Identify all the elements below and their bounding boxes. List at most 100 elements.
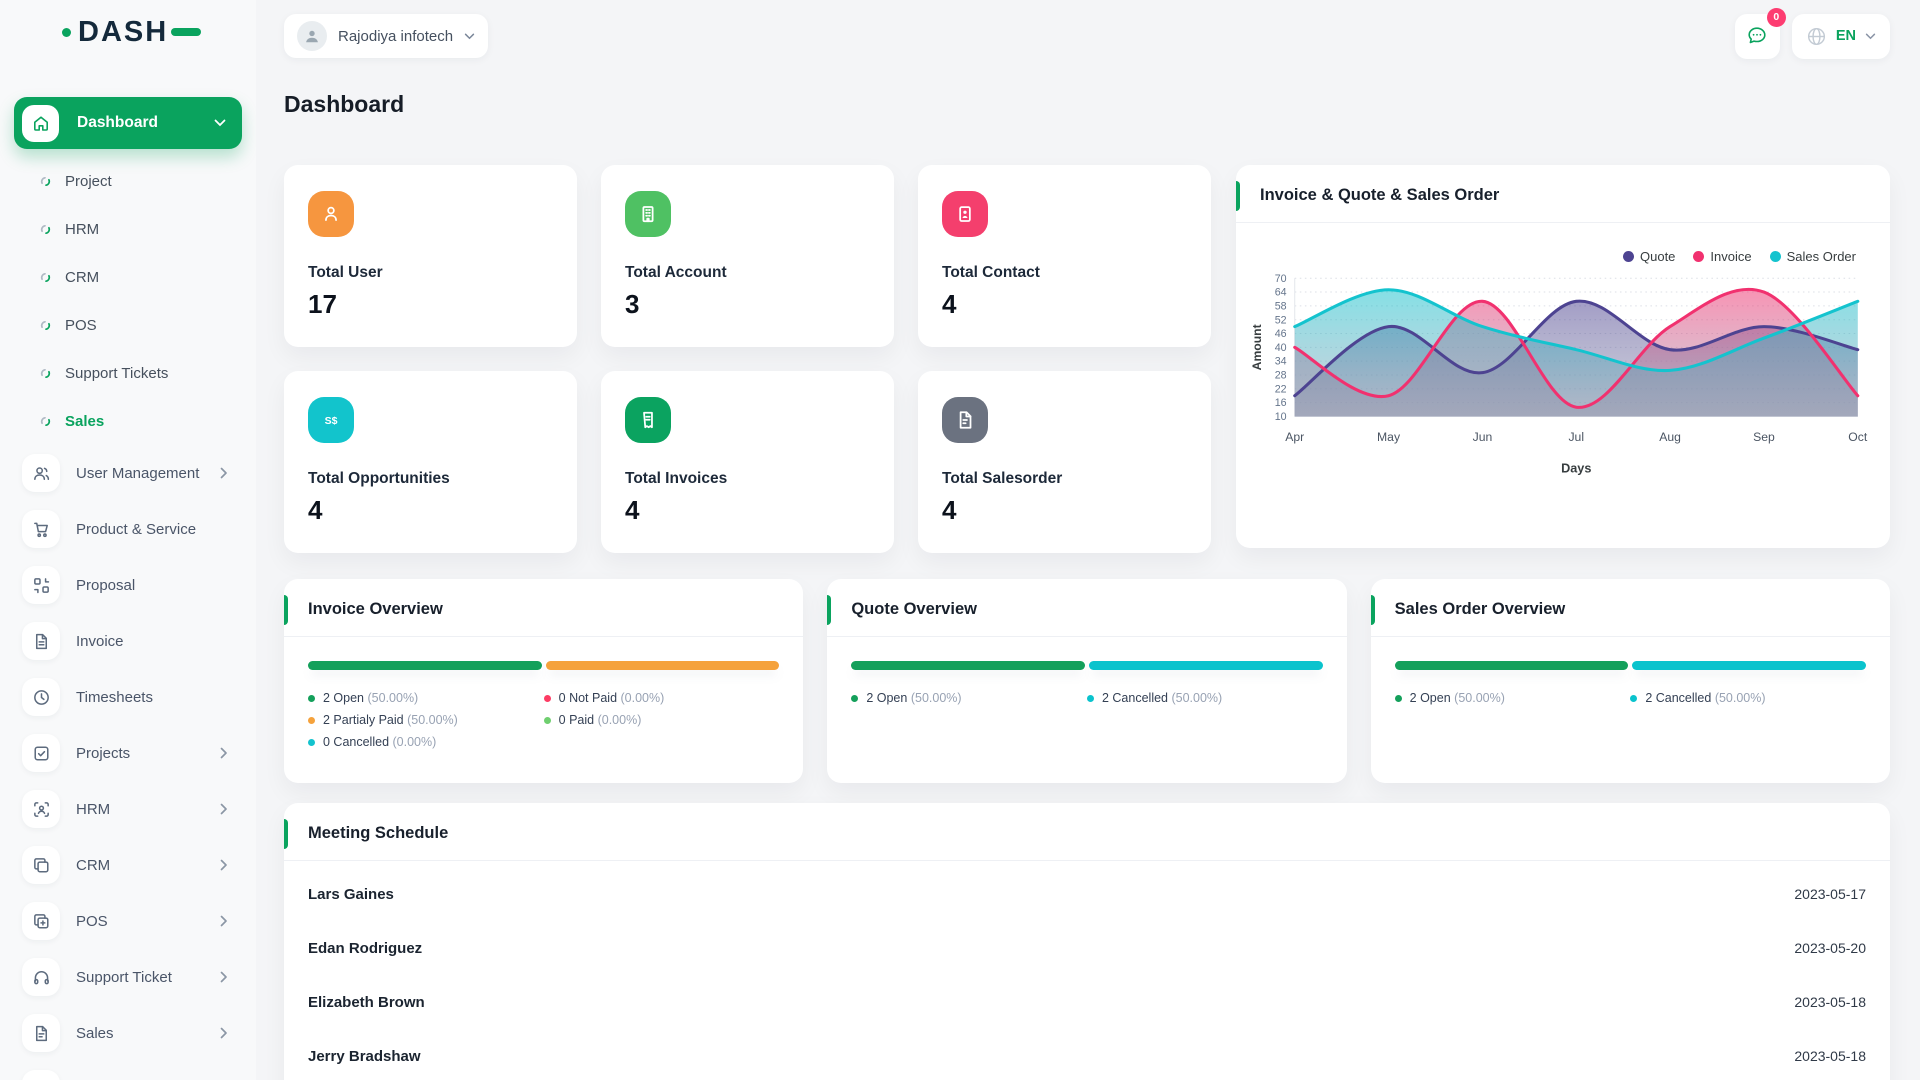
chevron-down-icon (1865, 33, 1876, 40)
svg-text:10: 10 (1275, 411, 1287, 423)
svg-text:52: 52 (1275, 314, 1287, 326)
sidebar-subitem[interactable]: CRM (0, 253, 256, 301)
users-icon (22, 454, 60, 492)
stat-card[interactable]: Total Contact 4 (918, 165, 1211, 347)
sales-order-progress-bar (1394, 661, 1866, 670)
page-title: Dashboard (284, 91, 405, 117)
legend-item: 2 Open (50.00%) (308, 691, 544, 705)
legend-series-name: Sales Order (1786, 249, 1856, 264)
legend-dot-icon (851, 694, 859, 702)
sidebar-item-dashboard[interactable]: Dashboard (14, 97, 242, 149)
bar-segment (545, 661, 780, 670)
stat-value: 4 (942, 289, 957, 319)
topbar: Rajodiya infotech 0 EN (284, 7, 1890, 60)
chart-legend-item[interactable]: Quote (1623, 249, 1675, 264)
stat-card[interactable]: Total User 17 (284, 165, 577, 347)
stats-grid: Total User 17 Total Account 3 Total Cont… (284, 165, 1211, 553)
chart-legend: Quote Invoice Sales Order (1250, 249, 1856, 264)
sidebar-subitem-label: CRM (65, 268, 100, 286)
projects-icon (22, 734, 60, 772)
sidebar-item-label: Dashboard (77, 114, 158, 131)
accent-bar (1370, 595, 1375, 625)
sidebar-subitem[interactable]: Project (0, 157, 256, 205)
chart-body: Quote Invoice Sales Order 70 64 58 52 46 40 34 28… (1236, 223, 1890, 498)
invoice-icon (22, 622, 60, 660)
sidebar-subitem[interactable]: Support Tickets (0, 349, 256, 397)
sidebar-item[interactable]: Projects (0, 725, 256, 781)
company-selector[interactable]: Rajodiya infotech (284, 14, 489, 58)
chart-legend-item[interactable]: Sales Order (1769, 249, 1856, 264)
svg-text:22: 22 (1275, 383, 1287, 395)
sidebar-subitem-label: Project (65, 172, 112, 190)
legend-label: 2 Open (50.00%) (866, 691, 962, 705)
chart-areas (1294, 289, 1858, 417)
stat-label: Total Opportunities (308, 470, 450, 487)
panel-title: Meeting Schedule (308, 824, 449, 842)
sidebar-subitem[interactable]: Sales (0, 397, 256, 445)
stat-card[interactable]: Total Account 3 (601, 165, 894, 347)
meeting-row[interactable]: Edan Rodriguez 2023-05-20 (308, 921, 1866, 975)
sidebar-item-label: CRM (76, 856, 111, 874)
sidebar-item-label: User Management (76, 464, 200, 482)
svg-text:64: 64 (1275, 287, 1287, 299)
legend-dot-icon (308, 738, 315, 746)
legend-dot-icon (1769, 251, 1781, 262)
language-code: EN (1835, 28, 1856, 44)
svg-text:46: 46 (1275, 328, 1287, 340)
headset-icon (22, 958, 60, 996)
chart-legend-item[interactable]: Invoice (1693, 249, 1752, 264)
sidebar-item[interactable]: Timesheets (0, 669, 256, 725)
stat-card[interactable]: Total Invoices 4 (601, 371, 894, 553)
sidebar-subitem[interactable]: HRM (0, 205, 256, 253)
stat-card[interactable]: Total Salesorder 4 (918, 371, 1211, 553)
circle-bullet-icon (40, 320, 51, 331)
legend-series-name: Invoice (1710, 249, 1752, 264)
legend-label: 0 Not Paid (0.00%) (558, 691, 665, 705)
sidebar-item[interactable]: Invoice (0, 613, 256, 669)
circle-bullet-icon (40, 176, 51, 187)
legend-item: 2 Cancelled (50.00%) (1630, 691, 1866, 705)
messages-button[interactable]: 0 (1734, 7, 1786, 59)
sidebar-item[interactable]: User Management (0, 445, 256, 501)
globe-icon (1807, 27, 1825, 45)
sidebar-subitem[interactable]: POS (0, 301, 256, 349)
legend-item: 2 Partialy Paid (50.00%) (308, 713, 544, 727)
sidebar-item[interactable]: Contract (0, 1061, 256, 1080)
receipt-icon (625, 397, 671, 443)
sidebar-item[interactable]: Sales (0, 1005, 256, 1061)
sidebar-item[interactable]: CRM (0, 837, 256, 893)
legend-series-name: Quote (1640, 249, 1676, 264)
panel-title: Invoice Overview (308, 600, 443, 618)
pos-icon (22, 902, 60, 940)
main-content: Rajodiya infotech 0 EN Dashboard (256, 0, 1920, 1080)
chevron-right-icon (220, 467, 228, 479)
meeting-row[interactable]: Jerry Bradshaw 2023-05-18 (308, 1029, 1866, 1080)
chevron-right-icon (220, 1027, 228, 1039)
sidebar-item[interactable]: Proposal (0, 557, 256, 613)
meeting-row[interactable]: Elizabeth Brown 2023-05-18 (308, 975, 1866, 1029)
stat-label: Total Account (625, 264, 727, 281)
sidebar-item[interactable]: Support Ticket (0, 949, 256, 1005)
sidebar-item[interactable]: HRM (0, 781, 256, 837)
sidebar-item[interactable]: Product & Service (0, 501, 256, 557)
logo[interactable]: DASH (0, 0, 256, 64)
language-selector[interactable]: EN (1791, 13, 1890, 59)
circle-bullet-icon (40, 224, 51, 235)
home-icon (22, 104, 59, 142)
circle-bullet-icon (40, 272, 51, 283)
stat-card[interactable]: S$ Total Opportunities 4 (284, 371, 577, 553)
svg-text:16: 16 (1275, 397, 1287, 409)
sidebar-item-label: Product & Service (76, 520, 197, 538)
legend-dot-icon (308, 694, 315, 702)
sidebar-item-label: Projects (76, 744, 131, 762)
stat-value: 3 (625, 289, 640, 319)
chevron-right-icon (220, 859, 228, 871)
sidebar-menu: User Management Product & Service Propos… (0, 445, 256, 1080)
meeting-row[interactable]: Lars Gaines 2023-05-17 (308, 867, 1866, 921)
legend-label: 2 Partialy Paid (50.00%) (323, 713, 458, 727)
sidebar-item[interactable]: POS (0, 893, 256, 949)
accent-bar (1236, 181, 1240, 211)
chevron-right-icon (220, 971, 228, 983)
svg-text:Sep: Sep (1753, 430, 1775, 444)
